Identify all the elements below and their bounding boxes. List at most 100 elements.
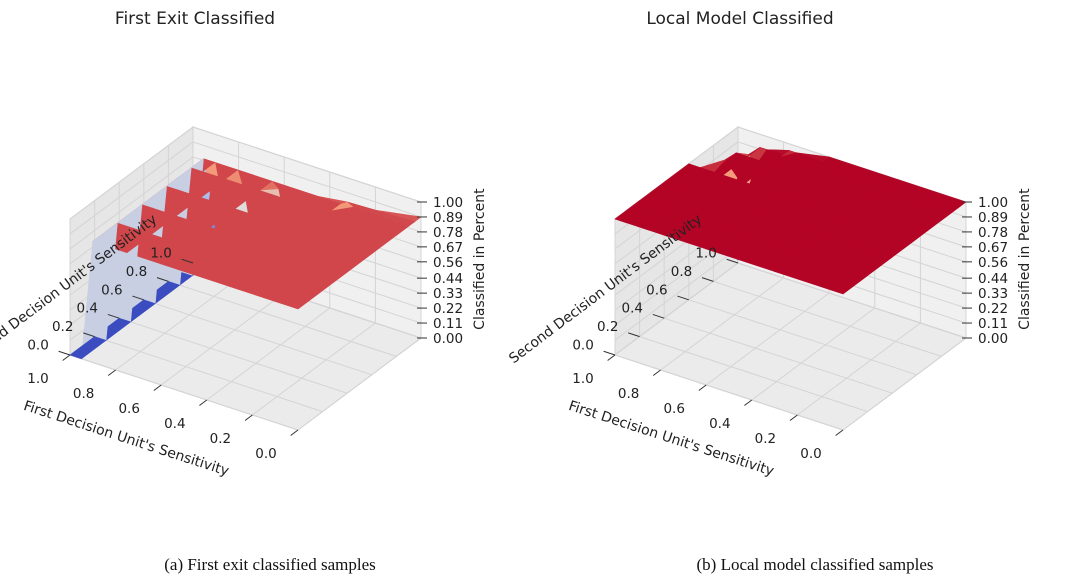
y-tick-label: 1.0 xyxy=(695,246,716,262)
y-tick-label: 0.0 xyxy=(27,338,48,354)
y-tick-mark xyxy=(677,295,689,301)
z-tick-label: 0.44 xyxy=(433,271,463,287)
x-tick-label: 0.4 xyxy=(164,416,185,432)
caption-a: (a) First exit classified samples xyxy=(164,555,376,574)
z-tick-label: 0.11 xyxy=(978,316,1008,332)
x-tick-label: 0.8 xyxy=(73,386,94,402)
chart-title: Local Model Classified xyxy=(646,9,833,29)
z-tick-label: 0.00 xyxy=(433,331,463,347)
y-tick-mark xyxy=(107,313,120,319)
z-tick-label: 0.67 xyxy=(433,240,463,256)
y-tick-label: 0.4 xyxy=(77,301,98,317)
side-grid-line xyxy=(69,156,194,250)
y-tick-mark xyxy=(156,277,169,282)
y-tick-label: 0.8 xyxy=(126,264,147,280)
y-tick-mark xyxy=(603,350,616,356)
y-tick-label: 1.0 xyxy=(150,246,171,262)
y-tick-mark xyxy=(726,258,739,264)
z-tick-label: 0.00 xyxy=(978,331,1008,347)
x-tick-mark xyxy=(789,414,798,421)
y-tick-mark xyxy=(181,258,194,264)
x-tick-mark xyxy=(290,429,299,436)
floor-grid-line xyxy=(119,317,348,394)
surface-chart-first-exit: First Exit Classified0.00.20.40.60.81.00… xyxy=(0,9,488,480)
side-grid-line xyxy=(69,126,194,220)
y-tick-mark xyxy=(58,350,71,356)
y-tick-mark xyxy=(652,313,665,319)
subplot-first-exit: First Exit Classified 0.0 0.2 0.4 0.6 0.8 1.0 0… xyxy=(0,0,540,587)
x-tick-label: 0.4 xyxy=(709,416,730,432)
floor-grid-line xyxy=(115,277,239,371)
z-tick-label: 0.11 xyxy=(433,316,463,332)
caption-b: (b) Local model classified samples xyxy=(696,555,934,574)
z-axis-label: Classified in Percent xyxy=(472,188,488,330)
x-tick-mark xyxy=(199,399,208,406)
floor-grid-line xyxy=(639,336,868,413)
floor-grid-line xyxy=(751,307,876,401)
side-grid-line xyxy=(614,262,739,356)
y-tick-mark xyxy=(628,332,640,338)
floor-grid-line xyxy=(160,292,285,386)
x-tick-mark xyxy=(153,384,162,391)
z-tick-label: 0.44 xyxy=(978,271,1008,287)
x-tick-mark xyxy=(244,414,253,421)
back-grid-line xyxy=(737,262,967,339)
floor-grid-line xyxy=(143,299,372,376)
z-tick-label: 1.00 xyxy=(433,195,463,211)
z-tick-label: 0.33 xyxy=(433,286,463,302)
x-tick-mark xyxy=(835,429,844,436)
back-grid-line xyxy=(192,141,422,218)
x-tick-mark xyxy=(652,369,661,376)
x-tick-label: 0.2 xyxy=(210,431,231,447)
floor-grid-line xyxy=(713,280,942,357)
floor-grid-line xyxy=(94,336,323,413)
z-tick-label: 0.22 xyxy=(433,301,463,317)
y-tick-label: 0.2 xyxy=(597,319,618,335)
x-tick-label: 1.0 xyxy=(27,371,48,387)
z-tick-label: 0.56 xyxy=(978,255,1008,271)
x-tick-label: 1.0 xyxy=(572,371,593,387)
z-tick-label: 0.22 xyxy=(978,301,1008,317)
floor-grid-line xyxy=(252,322,376,416)
floor-grid-line xyxy=(797,322,921,416)
x-tick-mark xyxy=(744,399,753,406)
x-tick-label: 0.0 xyxy=(255,446,276,462)
x-tick-mark xyxy=(607,354,616,361)
floor-grid-line xyxy=(168,280,397,357)
y-tick-label: 0.0 xyxy=(572,338,593,354)
z-tick-label: 0.78 xyxy=(978,225,1008,241)
chart-title: First Exit Classified xyxy=(115,9,275,29)
x-tick-mark xyxy=(62,354,71,361)
z-tick-label: 0.56 xyxy=(433,255,463,271)
z-tick-label: 0.89 xyxy=(433,210,463,226)
x-tick-label: 0.6 xyxy=(118,401,139,417)
surface-patch xyxy=(614,200,652,224)
x-tick-label: 0.2 xyxy=(755,431,776,447)
z-tick-label: 1.00 xyxy=(978,195,1008,211)
surface-chart-local-model: Local Model Classified0.00.20.40.60.81.0… xyxy=(506,9,1033,480)
z-tick-label: 0.78 xyxy=(433,225,463,241)
subplot-local-model: Local Model Classified 0.0 0.2 0.4 0.6 0.8 1.0… xyxy=(506,0,1085,587)
y-tick-label: 0.2 xyxy=(52,319,73,335)
y-tick-mark xyxy=(83,332,95,338)
floor-grid-line xyxy=(660,277,784,371)
y-tick-mark xyxy=(701,277,714,282)
x-tick-label: 0.0 xyxy=(800,446,821,462)
z-axis-label: Classified in Percent xyxy=(1017,188,1033,330)
side-grid-line xyxy=(69,141,194,235)
floor-grid-line xyxy=(297,337,422,431)
y-tick-label: 0.4 xyxy=(622,301,643,317)
floor-grid-line xyxy=(614,354,844,431)
back-grid-line xyxy=(192,126,422,203)
z-tick-label: 0.67 xyxy=(978,240,1008,256)
floor-grid-line xyxy=(842,337,967,431)
floor-grid-line xyxy=(688,299,917,376)
x-tick-label: 0.6 xyxy=(663,401,684,417)
y-tick-label: 0.8 xyxy=(671,264,692,280)
y-tick-label: 0.6 xyxy=(101,282,122,298)
y-tick-mark xyxy=(132,295,144,301)
y-tick-label: 0.6 xyxy=(646,282,667,298)
side-grid-line xyxy=(614,247,739,341)
z-tick-label: 0.33 xyxy=(978,286,1008,302)
